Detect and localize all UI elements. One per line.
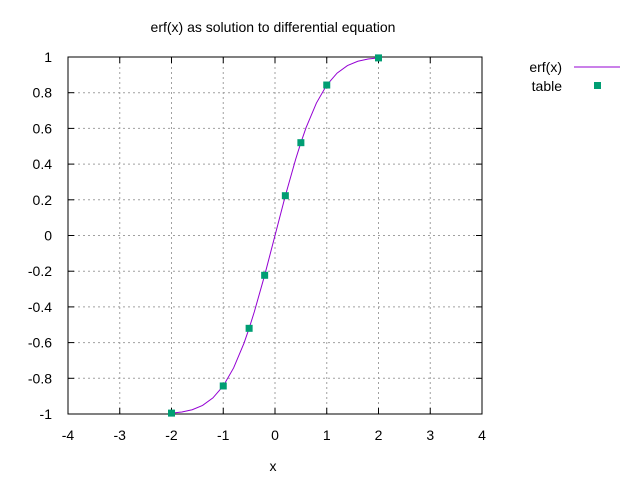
x-tick-label--2: -2 bbox=[165, 427, 178, 443]
data-point-table-0 bbox=[168, 409, 175, 417]
data-point-table-5 bbox=[297, 139, 305, 147]
x-tick-label-0: 0 bbox=[271, 427, 279, 443]
series bbox=[168, 54, 382, 417]
y-tick-label-.4: 0.4 bbox=[33, 156, 53, 172]
y-tick-label--.2: -0.2 bbox=[28, 263, 52, 279]
data-point-table-7 bbox=[375, 54, 382, 62]
data-point-table-6 bbox=[323, 81, 331, 89]
legend-swatch-table bbox=[594, 82, 601, 89]
y-tick-label--.8: -0.8 bbox=[28, 370, 52, 386]
x-tick-label-1: 1 bbox=[323, 427, 331, 443]
x-axis-label: x bbox=[270, 458, 277, 474]
data-point-table-2 bbox=[245, 324, 253, 332]
series-line-erf bbox=[171, 57, 379, 414]
data-point-table-4 bbox=[281, 192, 289, 200]
x-tick-label-2: 2 bbox=[375, 427, 383, 443]
y-tick-label-.6: 0.6 bbox=[33, 120, 53, 136]
axes bbox=[67, 56, 483, 415]
x-tick-label-3: 3 bbox=[426, 427, 434, 443]
legend: erf(x) table bbox=[529, 59, 620, 94]
y-tick-label-1: 1 bbox=[44, 49, 52, 65]
x-tick-label-4: 4 bbox=[478, 427, 486, 443]
x-tick-label--3: -3 bbox=[114, 427, 127, 443]
x-tick-label--4: -4 bbox=[62, 427, 75, 443]
data-point-table-3 bbox=[261, 271, 269, 279]
y-tick-label--1: -1 bbox=[40, 406, 53, 422]
y-tick-label-.2: 0.2 bbox=[33, 192, 53, 208]
tick-labels: -4 -3 -2 -1 0 1 2 3 4 -1 -0.8 -0.6 -0.4 -0.2 0 0.2 0.4 0.… bbox=[28, 49, 486, 443]
legend-label-erf: erf(x) bbox=[529, 59, 562, 75]
chart-title: erf(x) as solution to differential equat… bbox=[151, 19, 396, 35]
y-tick-label--.4: -0.4 bbox=[28, 299, 52, 315]
y-tick-label-0: 0 bbox=[44, 228, 52, 244]
x-tick-label--1: -1 bbox=[217, 427, 230, 443]
data-point-table-1 bbox=[219, 382, 227, 390]
legend-label-table: table bbox=[532, 78, 563, 94]
y-tick-label--.6: -0.6 bbox=[28, 335, 52, 351]
y-tick-label-.8: 0.8 bbox=[33, 85, 53, 101]
grid bbox=[68, 57, 482, 414]
